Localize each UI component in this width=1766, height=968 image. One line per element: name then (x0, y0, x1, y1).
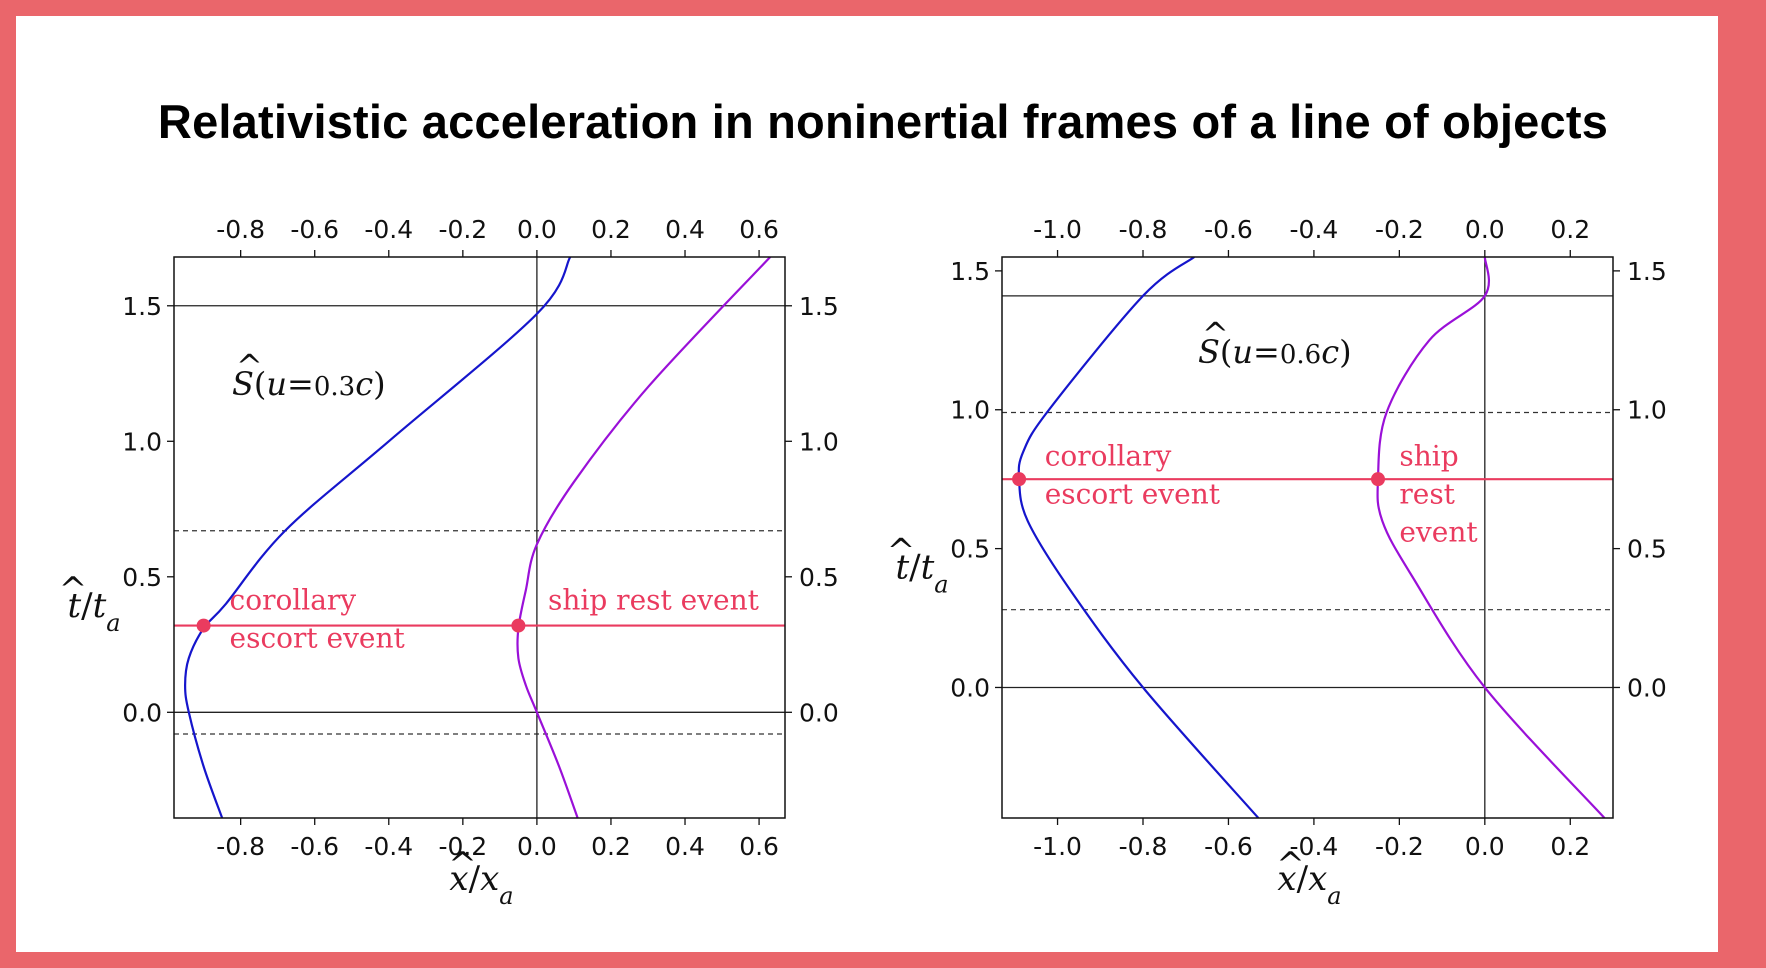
x-tick-label: 0.0 (517, 832, 557, 861)
chart-2: -1.0 -1.0 -0.8 -0.8 -0.6 -0.6 -0.4 -0.4 -0.2 -0.2… (887, 215, 1667, 910)
y-tick-label: 1.0 (950, 396, 990, 425)
event-annotation: corollary (1045, 439, 1172, 472)
frame-label: S(u=0.3c) (232, 365, 386, 403)
event-annotation: escort event (1045, 477, 1221, 510)
event-annotation: corollary (230, 583, 357, 616)
x-tick-label: 0.2 (1550, 832, 1590, 861)
ship-worldline (516, 257, 771, 818)
event-point (196, 618, 211, 633)
x-tick-label-top: -0.8 (216, 215, 265, 244)
x-tick-label-top: -1.0 (1033, 215, 1082, 244)
x-tick-label-top: -0.8 (1119, 215, 1168, 244)
x-tick-label-top: 0.6 (739, 215, 779, 244)
event-annotation: escort event (230, 621, 406, 654)
y-tick-label-right: 1.5 (1627, 257, 1667, 286)
chart-1: -0.8 -0.8 -0.6 -0.6 -0.4 -0.4 -0.2 -0.2 0.0 0.0 0.… (59, 215, 839, 910)
hat-accent: ^ (448, 845, 477, 885)
hat-accent: ^ (1202, 315, 1229, 353)
event-point (511, 618, 526, 633)
x-tick-label: -0.2 (438, 832, 487, 861)
y-tick-label: 1.5 (122, 292, 162, 321)
y-tick-label: 0.5 (122, 563, 162, 592)
x-tick-label-top: -0.4 (1290, 215, 1339, 244)
y-tick-label-right: 0.0 (1627, 673, 1667, 702)
y-tick-label-right: 1.5 (799, 292, 839, 321)
x-tick-label: -0.6 (1204, 832, 1253, 861)
y-tick-label: 1.0 (122, 427, 162, 456)
hat-accent: ^ (1276, 845, 1305, 885)
y-tick-label-right: 1.0 (799, 427, 839, 456)
x-tick-label: -0.6 (290, 832, 339, 861)
y-tick-label-right: 0.0 (799, 698, 839, 727)
event-annotation: ship rest event (548, 583, 760, 616)
x-tick-label: -0.4 (1290, 832, 1339, 861)
x-tick-label-top: 0.2 (1550, 215, 1590, 244)
event-annotation: rest (1399, 477, 1455, 510)
x-tick-label: 0.6 (739, 832, 779, 861)
page-title: Relativistic acceleration in noninertial… (157, 95, 1609, 148)
y-tick-label-right: 1.0 (1627, 396, 1667, 425)
event-annotation: event (1399, 515, 1478, 548)
y-tick-label-right: 0.5 (1627, 535, 1667, 564)
y-tick-label: 0.5 (950, 535, 990, 564)
plot-frame (173, 256, 786, 819)
escort-worldline (1017, 257, 1260, 818)
x-tick-label: -0.4 (364, 832, 413, 861)
x-tick-label: 0.0 (1465, 832, 1505, 861)
plot-area (1002, 257, 1613, 818)
x-axis-label: x/xa (449, 859, 513, 910)
event-point (1371, 472, 1385, 487)
x-tick-label-top: -0.2 (438, 215, 487, 244)
y-axis-label: t/ta (895, 548, 948, 599)
y-tick-label: 0.0 (122, 698, 162, 727)
x-tick-label-top: 0.2 (591, 215, 631, 244)
x-tick-label-top: -0.2 (1375, 215, 1424, 244)
y-tick-label: 0.0 (950, 673, 990, 702)
plot-frame (1001, 256, 1614, 819)
x-tick-label-top: -0.6 (1204, 215, 1253, 244)
hat-accent: ^ (887, 532, 916, 572)
x-tick-label-top: -0.4 (364, 215, 413, 244)
plot-area (174, 257, 785, 818)
x-tick-label: -0.8 (216, 832, 265, 861)
x-tick-label: 0.4 (665, 832, 705, 861)
y-tick-label-right: 0.5 (799, 563, 839, 592)
event-point (1012, 472, 1027, 487)
x-tick-label-top: 0.4 (665, 215, 705, 244)
x-tick-label-top: 0.0 (1465, 215, 1505, 244)
x-tick-label-top: -0.6 (290, 215, 339, 244)
x-tick-label: -0.8 (1119, 832, 1168, 861)
y-tick-label: 1.5 (950, 257, 990, 286)
event-annotation: ship (1399, 439, 1458, 472)
hat-accent: ^ (236, 347, 263, 385)
x-tick-label-top: 0.0 (517, 215, 557, 244)
x-axis-label: x/xa (1277, 859, 1341, 910)
escort-worldline (184, 257, 572, 818)
hat-accent: ^ (59, 570, 88, 610)
x-tick-label: 0.2 (591, 832, 631, 861)
y-axis-label: t/ta (67, 586, 120, 637)
page-frame (16, 16, 1718, 952)
ship-worldline (1376, 257, 1606, 818)
x-tick-label: -0.2 (1375, 832, 1424, 861)
frame-label: S(u=0.6c) (1198, 333, 1352, 371)
x-tick-label: -1.0 (1033, 832, 1082, 861)
